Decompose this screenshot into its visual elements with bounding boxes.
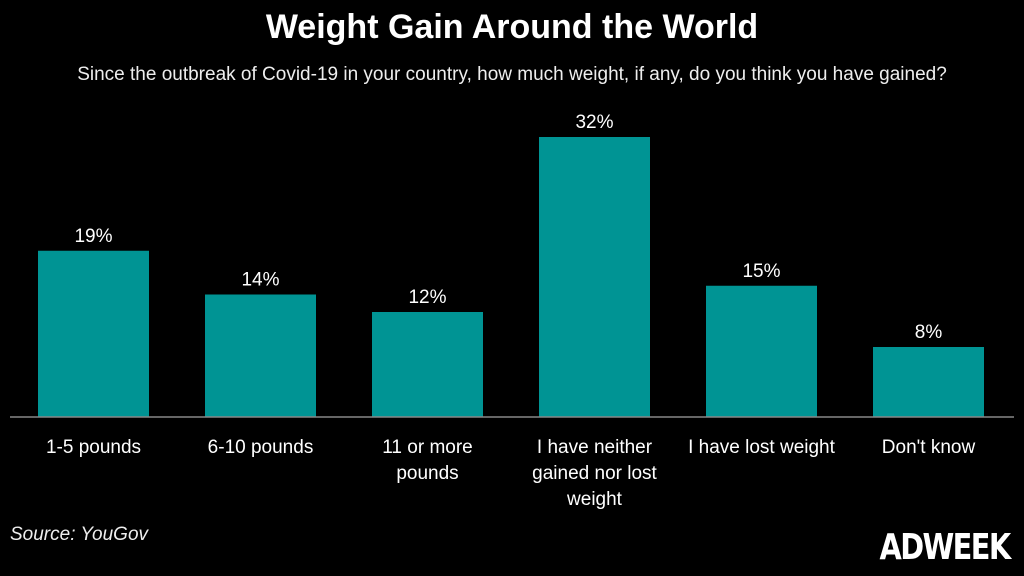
data-label: 8% xyxy=(915,322,943,343)
category-label: 1-5 pounds xyxy=(46,437,141,458)
category-label: Don't know xyxy=(882,437,976,458)
category-label: 6-10 pounds xyxy=(208,437,314,458)
category-label: I have lost weight xyxy=(688,437,836,458)
category-label: 11 or more xyxy=(382,437,472,458)
chart-title: Weight Gain Around the World xyxy=(265,8,759,46)
bar xyxy=(873,347,984,417)
bar xyxy=(38,250,149,417)
bar xyxy=(539,137,650,417)
category-label: pounds xyxy=(396,463,458,484)
category-label: gained nor lost xyxy=(532,463,657,484)
data-label: 15% xyxy=(742,261,780,282)
bar xyxy=(706,285,817,417)
data-label: 32% xyxy=(575,112,613,133)
data-label: 19% xyxy=(74,226,112,247)
chart-subtitle: Since the outbreak of Covid-19 in your c… xyxy=(77,64,947,85)
category-label: I have neither xyxy=(537,437,653,458)
bar xyxy=(372,312,483,417)
category-label: weight xyxy=(566,489,623,510)
data-label: 14% xyxy=(241,270,279,291)
adweek-logo: ADWEEK xyxy=(879,527,1012,568)
source-note: Source: YouGov xyxy=(10,524,149,545)
bar xyxy=(205,294,316,417)
data-label: 12% xyxy=(408,287,446,308)
